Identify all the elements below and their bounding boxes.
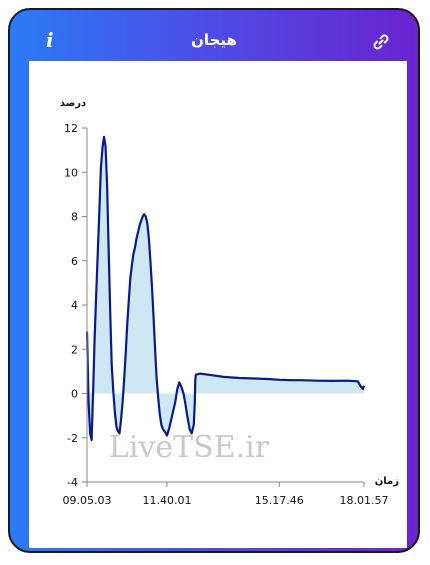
y-tick-label: 6 [71, 255, 78, 268]
y-tick-label: 0 [71, 388, 78, 401]
y-tick-label: 12 [64, 122, 78, 135]
card: i هیجان LiveTSE.ir -4 -2 0 2 4 6 8 10 12 09.05.03… [8, 8, 420, 553]
chart-panel: LiveTSE.ir -4 -2 0 2 4 6 8 10 12 09.05.03 11.40.01… [29, 61, 407, 548]
watermark: LiveTSE.ir [109, 430, 270, 465]
x-tick-label: 15.17.46 [255, 494, 304, 507]
x-tick-label: 09.05.03 [63, 494, 112, 507]
series-line [85, 135, 366, 442]
y-axis-label: درصد [60, 98, 86, 109]
header: i هیجان [10, 10, 418, 60]
y-tick-label: 2 [71, 343, 78, 356]
chart-layer: -4 -2 0 2 4 6 8 10 12 09.05.03 11.40.01 15.17.46 18.… [60, 98, 399, 507]
y-tick-label: 8 [71, 211, 78, 224]
y-tick-label: 10 [64, 166, 78, 179]
info-icon[interactable]: i [46, 28, 54, 52]
page-title: هیجان [191, 31, 237, 49]
x-tick-label: 11.40.01 [142, 494, 191, 507]
y-tick-label: -4 [67, 476, 78, 489]
y-tick-label: -2 [67, 432, 78, 445]
emotion-chart: LiveTSE.ir -4 -2 0 2 4 6 8 10 12 09.05.03 11.40.01… [60, 98, 399, 507]
y-tick-label: 4 [71, 299, 78, 312]
x-axis-label: زمان [375, 476, 399, 487]
x-tick-label: 18.01.57 [340, 494, 389, 507]
link-icon[interactable] [372, 33, 390, 51]
